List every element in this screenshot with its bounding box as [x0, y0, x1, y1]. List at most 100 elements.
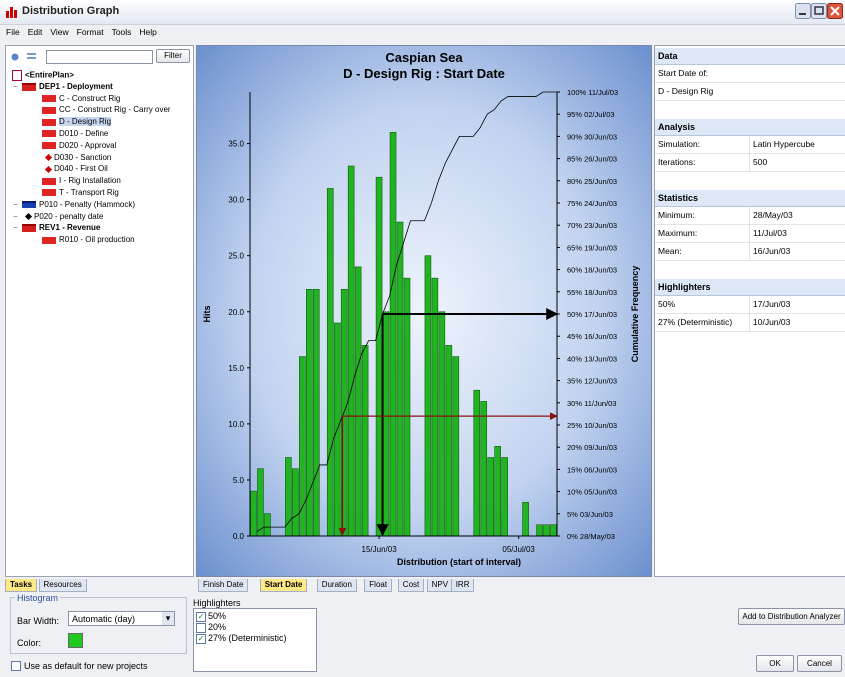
tab[interactable]: Start Date — [259, 579, 308, 592]
filter-button[interactable]: Filter — [156, 49, 190, 63]
tab[interactable]: Cost — [397, 579, 425, 592]
tree-label: D030 - Sanction — [54, 152, 112, 162]
menu-item[interactable]: View — [50, 27, 69, 37]
bar — [431, 277, 439, 537]
tree-item[interactable]: T - Transport Rig — [42, 188, 119, 198]
bar-width-select[interactable]: Automatic (day) ▾ — [68, 611, 175, 626]
chart-background — [197, 46, 651, 576]
tree-item[interactable]: − DEP1 - Deployment — [13, 82, 113, 92]
y2-tick-label: 0% 28/May/03 — [567, 532, 615, 541]
menu-item[interactable]: File — [6, 27, 20, 37]
tree-item[interactable]: D020 - Approval — [42, 141, 116, 151]
chart-panel: Caspian Sea D - Design Rig : Start Date … — [196, 45, 652, 577]
histogram-title: Histogram — [15, 593, 61, 603]
tree-item[interactable]: − P020 - penalty date — [13, 212, 103, 222]
tree-item[interactable]: D030 - Sanction — [42, 153, 111, 163]
button[interactable]: Cancel — [797, 655, 842, 672]
tab[interactable]: Finish Date — [198, 579, 249, 592]
window-controls[interactable] — [795, 3, 843, 20]
tree-icon — [44, 153, 53, 162]
highlighter-checkbox[interactable]: ✓ — [196, 634, 206, 644]
tree-item[interactable]: − P010 - Penalty (Hammock) — [13, 200, 135, 210]
tree-item[interactable]: R010 - Oil production — [42, 235, 135, 245]
tree-icon — [44, 165, 53, 173]
cell-divider — [749, 296, 750, 313]
bar — [299, 356, 306, 537]
dropdown-arrow[interactable]: ▾ — [162, 612, 174, 625]
chart: Caspian Sea D - Design Rig : Start Date … — [197, 46, 651, 576]
bar — [550, 524, 557, 537]
tree-item[interactable]: <EntirePlan> — [12, 70, 74, 81]
tree-item[interactable]: D040 - First Oil — [42, 164, 108, 174]
tree-label: R010 - Oil production — [59, 235, 135, 245]
y2-tick-label: 85% 26/Jun/03 — [567, 155, 617, 164]
tab[interactable]: Float — [364, 579, 393, 592]
highlighter-checkbox[interactable]: ✓ — [196, 612, 206, 622]
y2-tick-label: 60% 18/Jun/03 — [567, 266, 617, 275]
menu-item[interactable]: Help — [139, 27, 157, 37]
tree-icon — [42, 189, 56, 197]
default-checkbox[interactable] — [11, 661, 21, 671]
bar — [326, 188, 334, 537]
y2-tick-label: 45% 16/Jun/03 — [567, 332, 617, 341]
menu-item[interactable]: Format — [76, 27, 104, 37]
bar — [292, 468, 299, 537]
info-row: 50% 17/Jun/03 — [655, 296, 845, 314]
y2-tick-label: 70% 23/Jun/03 — [567, 221, 617, 230]
bar — [257, 468, 264, 537]
filter-input[interactable] — [46, 50, 153, 64]
tab[interactable]: Tasks — [5, 579, 38, 592]
bar — [312, 289, 320, 537]
tree-item[interactable]: D - Design Rig — [42, 117, 112, 127]
tree-expander[interactable]: − — [13, 81, 18, 91]
tree-item[interactable]: − REV1 - Revenue — [13, 223, 100, 233]
highlighter-checkbox[interactable] — [196, 623, 206, 633]
y-axis-label: Hits — [202, 305, 212, 322]
y-tick-label: 15.0 — [228, 364, 244, 373]
y2-tick-label: 40% 13/Jun/03 — [567, 354, 617, 363]
tab[interactable]: IRR — [450, 579, 475, 592]
tab[interactable]: NPV — [426, 579, 454, 592]
bar — [382, 311, 390, 537]
y-tick-label: 35.0 — [228, 140, 244, 149]
tree-expander[interactable]: − — [13, 211, 18, 221]
tab[interactable]: Duration — [316, 579, 357, 592]
tree-expander[interactable]: − — [13, 223, 18, 233]
tree: <EntirePlan> − DEP1 - Deployment C - Constr… — [6, 70, 193, 270]
bar — [396, 221, 404, 537]
tree-item[interactable]: C - Construct Rig — [42, 94, 120, 104]
tree-toolbar-icons[interactable] — [10, 51, 42, 63]
info-key: D - Design Rig — [658, 86, 714, 96]
tab[interactable]: Resources — [38, 579, 87, 592]
bar — [403, 277, 411, 537]
tree-item[interactable]: I - Rig Installation — [42, 176, 121, 186]
menu-bar: File Edit View Format Tools Help — [0, 25, 845, 39]
bar — [264, 513, 271, 537]
task-tabs: Tasks Resources — [5, 579, 192, 593]
y2-tick-label: 90% 30/Jun/03 — [567, 132, 617, 141]
info-value: Latin Hypercube — [753, 139, 815, 149]
y2-tick-label: 30% 11/Jun/03 — [567, 399, 616, 408]
tree-item[interactable]: D010 - Define — [42, 129, 108, 139]
tree-label: C - Construct Rig — [59, 93, 121, 103]
info-key: 27% (Deterministic) — [658, 317, 733, 327]
y-tick-label: 5.0 — [233, 476, 245, 485]
bar — [480, 401, 488, 537]
menu-item[interactable]: Edit — [27, 27, 43, 37]
histogram-group: Histogram Bar Width: Automatic (day) ▾ C… — [10, 593, 187, 654]
info-value: 500 — [753, 157, 768, 167]
bar — [354, 266, 362, 537]
color-swatch[interactable] — [68, 633, 83, 648]
tree-expander[interactable]: − — [13, 199, 18, 209]
bar — [285, 457, 292, 537]
info-row: D - Design Rig — [655, 83, 845, 101]
highlighter-label: 20% — [208, 622, 227, 632]
menu-item[interactable]: Tools — [111, 27, 132, 37]
section-header: Statistics — [655, 190, 845, 207]
tree-item[interactable]: CC - Construct Rig - Carry over — [42, 105, 171, 115]
tree-label: D - Design Rig — [59, 117, 112, 127]
bar — [361, 345, 369, 537]
button[interactable]: Add to Distribution Analyzer — [738, 608, 845, 625]
default-checkbox-label: Use as default for new projects — [24, 661, 148, 671]
button[interactable]: OK — [756, 655, 794, 672]
